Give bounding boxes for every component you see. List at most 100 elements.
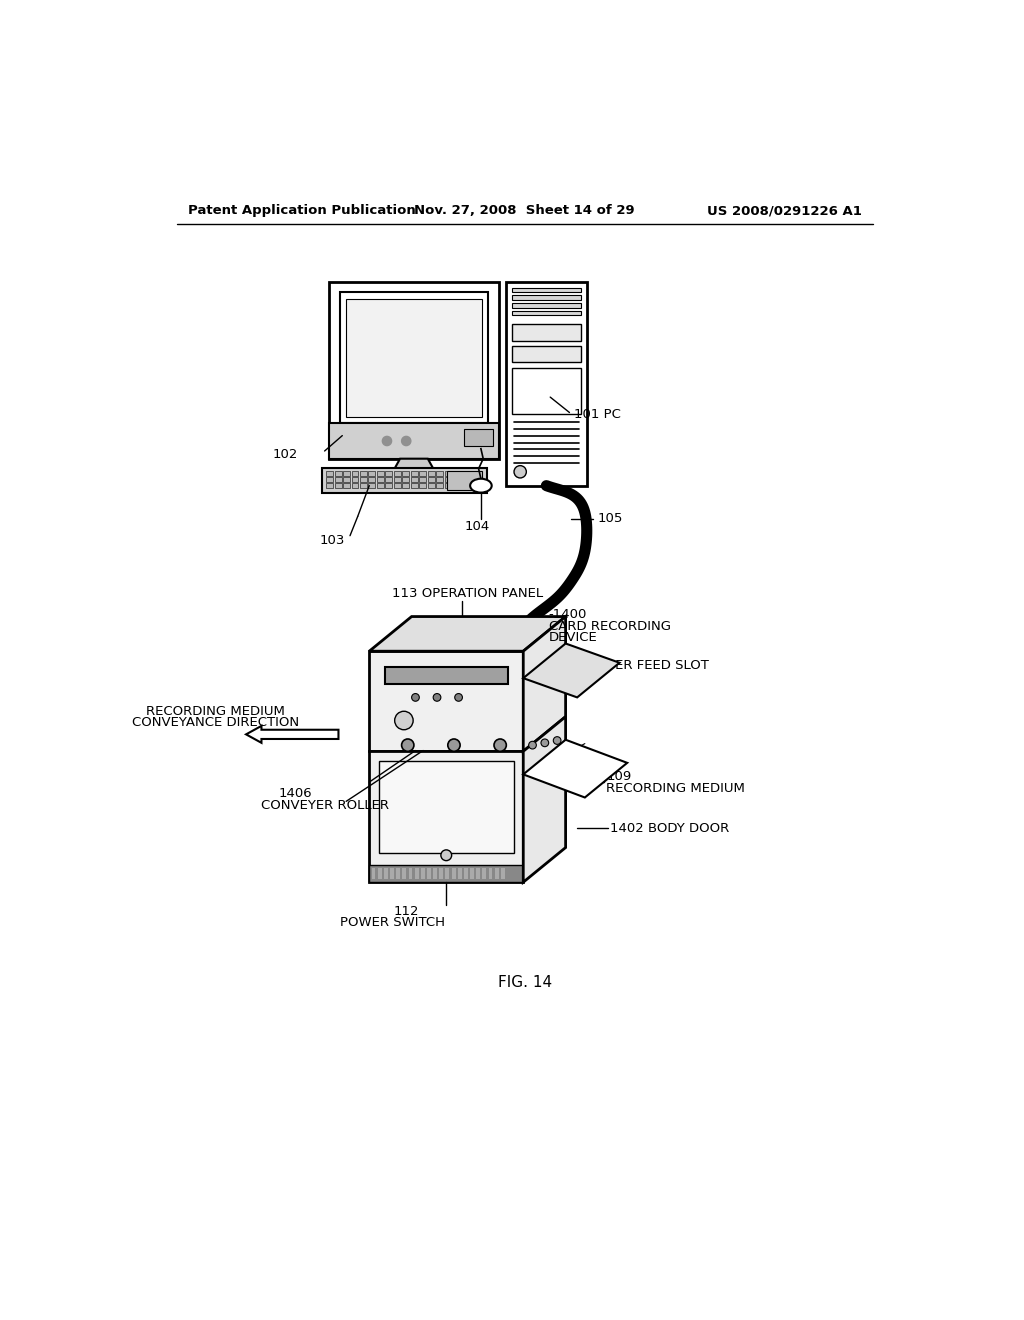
Circle shape: [528, 742, 537, 748]
Bar: [326, 478, 333, 482]
Bar: [501, 869, 505, 879]
Bar: [378, 869, 382, 879]
Bar: [396, 869, 400, 879]
Bar: [512, 323, 581, 341]
Bar: [512, 288, 581, 292]
Bar: [411, 483, 418, 488]
Bar: [436, 478, 443, 482]
Bar: [476, 869, 480, 879]
Text: Patent Application Publication: Patent Application Publication: [188, 205, 416, 218]
Text: 103: 103: [319, 533, 345, 546]
Bar: [369, 471, 376, 475]
Bar: [394, 483, 400, 488]
Bar: [385, 478, 392, 482]
Bar: [360, 471, 367, 475]
Bar: [415, 869, 419, 879]
Bar: [462, 483, 469, 488]
Circle shape: [394, 711, 413, 730]
Bar: [444, 483, 452, 488]
Text: 109: 109: [606, 770, 632, 783]
Bar: [439, 869, 443, 879]
Text: 1406: 1406: [279, 787, 312, 800]
Bar: [402, 478, 410, 482]
Bar: [411, 478, 418, 482]
Text: CARD RECORDING: CARD RECORDING: [549, 620, 671, 634]
Text: 105: 105: [597, 512, 623, 525]
Bar: [394, 471, 400, 475]
Bar: [394, 478, 400, 482]
Text: US 2008/0291226 A1: US 2008/0291226 A1: [708, 205, 862, 218]
Bar: [464, 869, 468, 879]
Bar: [385, 667, 508, 684]
Ellipse shape: [470, 479, 492, 492]
Circle shape: [553, 737, 561, 744]
Circle shape: [412, 693, 419, 701]
Text: FIG. 14: FIG. 14: [498, 974, 552, 990]
Polygon shape: [523, 739, 628, 797]
Text: RECORDING MEDIUM: RECORDING MEDIUM: [145, 705, 285, 718]
Bar: [322, 469, 487, 492]
Bar: [351, 483, 358, 488]
Bar: [351, 471, 358, 475]
Bar: [444, 471, 452, 475]
Text: Nov. 27, 2008  Sheet 14 of 29: Nov. 27, 2008 Sheet 14 of 29: [415, 205, 635, 218]
Bar: [452, 869, 456, 879]
Text: 113 OPERATION PANEL: 113 OPERATION PANEL: [392, 587, 544, 601]
Bar: [335, 478, 342, 482]
Bar: [512, 312, 581, 315]
Bar: [419, 483, 426, 488]
Bar: [360, 483, 367, 488]
Bar: [454, 483, 460, 488]
Bar: [470, 869, 474, 879]
Bar: [454, 471, 460, 475]
Bar: [482, 869, 486, 879]
Bar: [402, 869, 407, 879]
Bar: [377, 471, 384, 475]
Bar: [326, 483, 333, 488]
Bar: [495, 869, 499, 879]
Polygon shape: [523, 717, 565, 882]
Text: DEVICE: DEVICE: [549, 631, 597, 644]
Bar: [419, 471, 426, 475]
Bar: [447, 471, 482, 490]
Circle shape: [401, 437, 411, 446]
Bar: [488, 869, 493, 879]
Circle shape: [401, 739, 414, 751]
Bar: [462, 478, 469, 482]
Text: 112: 112: [393, 906, 419, 917]
Bar: [462, 471, 469, 475]
Bar: [421, 869, 425, 879]
Bar: [436, 471, 443, 475]
Circle shape: [494, 739, 506, 751]
Bar: [419, 478, 426, 482]
FancyArrow shape: [246, 726, 339, 743]
Bar: [454, 478, 460, 482]
Bar: [351, 478, 358, 482]
Bar: [436, 483, 443, 488]
Bar: [445, 869, 450, 879]
Polygon shape: [370, 616, 565, 651]
Circle shape: [382, 437, 391, 446]
Text: CONVEYANCE DIRECTION: CONVEYANCE DIRECTION: [132, 715, 299, 729]
Bar: [379, 760, 514, 853]
Bar: [370, 651, 523, 751]
Bar: [385, 483, 392, 488]
Text: 1404 PAPER FEED SLOT: 1404 PAPER FEED SLOT: [553, 659, 709, 672]
Bar: [326, 471, 333, 475]
Circle shape: [441, 850, 452, 861]
Bar: [384, 869, 388, 879]
Bar: [360, 478, 367, 482]
Bar: [369, 483, 376, 488]
Bar: [512, 296, 581, 300]
Bar: [402, 471, 410, 475]
Bar: [458, 869, 462, 879]
Bar: [370, 751, 523, 882]
Bar: [512, 368, 581, 414]
Text: 104: 104: [465, 520, 490, 533]
Circle shape: [541, 739, 549, 747]
Bar: [369, 478, 376, 482]
Bar: [330, 424, 499, 459]
Text: RECORDING MEDIUM: RECORDING MEDIUM: [606, 781, 745, 795]
Polygon shape: [523, 644, 620, 697]
Bar: [335, 483, 342, 488]
